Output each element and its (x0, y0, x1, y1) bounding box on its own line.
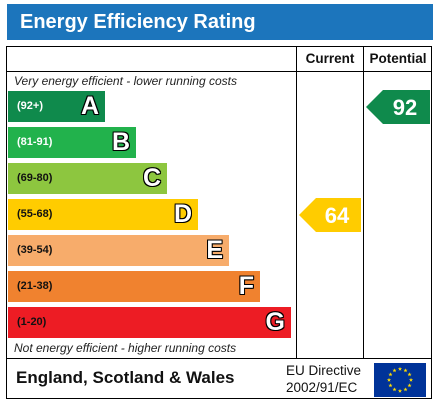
band-b: (81-91) B (8, 127, 136, 158)
eu-star (392, 368, 397, 373)
band-letter: B (111, 128, 130, 156)
eu-star (388, 383, 393, 388)
eu-star (397, 388, 403, 393)
eu-star (397, 366, 403, 371)
current-column-header: Current (305, 51, 355, 66)
footer-divider (6, 358, 432, 359)
title-bar: Energy Efficiency Rating (7, 4, 433, 40)
eu-star (407, 383, 412, 388)
potential-rating-arrow (366, 90, 430, 124)
eu-flag-icon (374, 363, 426, 397)
footer-region: England, Scotland & Wales (16, 368, 235, 387)
band-letter: C (142, 164, 161, 192)
header-divider (6, 71, 432, 72)
chart-title: Energy Efficiency Rating (20, 11, 256, 33)
band-letter: E (206, 236, 223, 264)
band-d: (55-68) D (8, 199, 198, 230)
eu-star (408, 377, 414, 382)
eu-directive-number: 2002/91/EC (286, 380, 358, 395)
band-range-label: (1-20) (17, 316, 47, 328)
current-rating-arrow (299, 198, 361, 232)
band-range-label: (21-38) (17, 280, 53, 292)
potential-column-divider (363, 46, 364, 359)
eu-star (392, 387, 397, 392)
band-range-label: (92+) (17, 100, 43, 112)
rating-frame (6, 46, 432, 399)
eu-star (403, 368, 408, 373)
band-letter: A (80, 92, 99, 120)
band-range-label: (81-91) (17, 136, 53, 148)
bottom-note: Not energy efficient - higher running co… (14, 341, 237, 355)
eu-star (403, 387, 408, 392)
band-f: (21-38) F (8, 271, 260, 302)
band-e: (39-54) E (8, 235, 229, 266)
current-column-divider (296, 46, 297, 359)
eu-star (388, 372, 393, 377)
eu-star (407, 372, 412, 377)
band-range-label: (39-54) (17, 244, 53, 256)
band-letter: F (238, 272, 254, 300)
band-letter: G (265, 308, 285, 336)
potential-column-header: Potential (369, 51, 427, 66)
eu-directive-label: EU Directive (286, 363, 362, 378)
potential-rating-value: 92 (392, 95, 418, 120)
top-note: Very energy efficient - lower running co… (14, 74, 237, 88)
band-letter: D (173, 200, 192, 228)
eu-star (386, 377, 392, 382)
band-g: (1-20) G (8, 307, 291, 338)
band-a: (92+) A (8, 91, 105, 122)
band-c: (69-80) C (8, 163, 167, 194)
band-range-label: (55-68) (17, 208, 53, 220)
band-range-label: (69-80) (17, 172, 53, 184)
current-rating-value: 64 (324, 203, 350, 228)
